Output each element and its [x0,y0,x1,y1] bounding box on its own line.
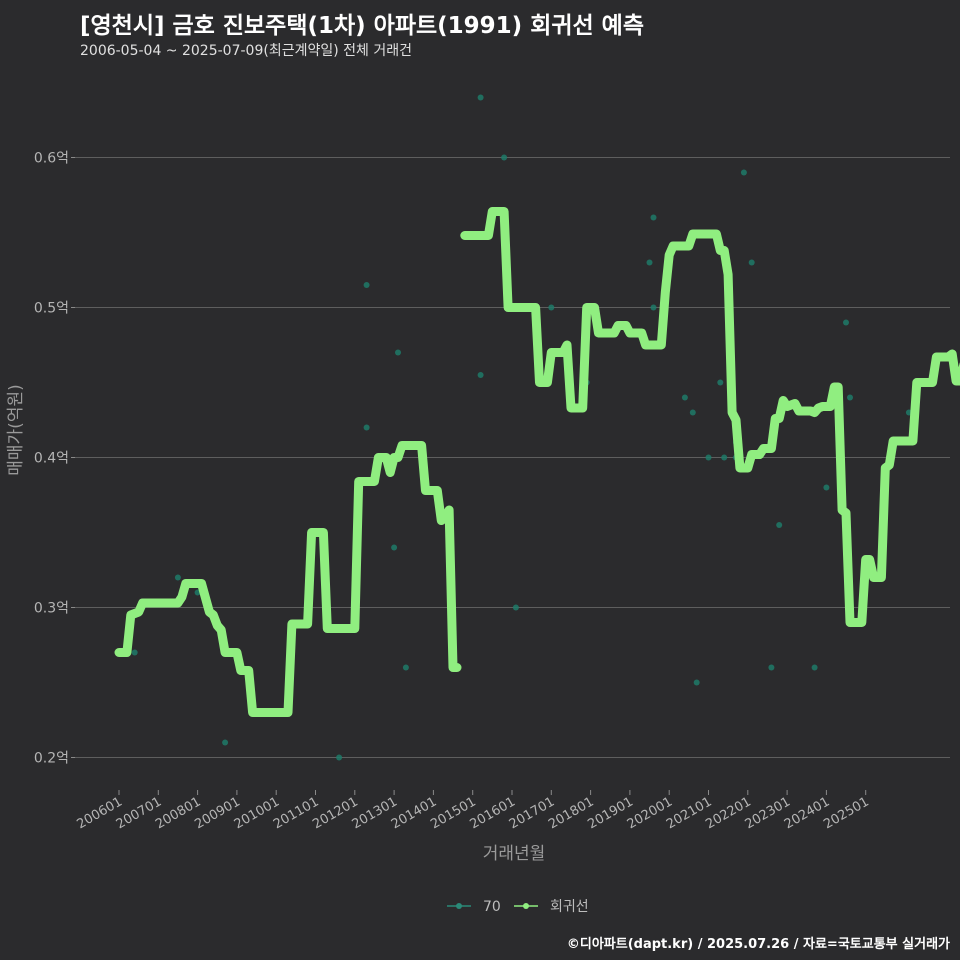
legend-item-line[interactable]: 회귀선 [514,899,589,915]
data-point [402,664,409,671]
data-point [131,649,138,656]
data-point [681,394,688,401]
chart-title: [영천시] 금호 진보주택(1차) 아파트(1991) 회귀선 예측 [80,13,645,39]
data-point [717,379,724,386]
y-tick-label: 0.3억 [34,601,69,617]
legend-label: 70 [483,899,501,915]
data-point [548,304,555,311]
data-point [391,544,398,551]
x-axis-title: 거래년월 [483,844,546,864]
data-point [512,604,519,611]
y-tick-label: 0.6억 [34,151,69,167]
regression-line-segment [114,441,462,717]
data-point [222,739,229,746]
data-point [768,664,775,671]
data-point [811,664,818,671]
x-axis: 2006012007012008012009012010012011012012… [75,790,872,832]
y-tick-label: 0.5억 [34,301,69,317]
data-point [501,154,508,161]
scatter-points [131,94,912,761]
data-point [689,409,696,416]
legend-label: 회귀선 [550,899,589,915]
legend[interactable]: 70 회귀선 [447,899,589,915]
y-axis-title: 매매가(억원) [6,384,26,475]
data-point [646,259,653,266]
x-tick-label: 202501 [821,794,871,832]
regression-line [114,207,960,717]
data-point [650,214,657,221]
data-point [721,454,728,461]
data-point [823,484,830,491]
data-point [477,94,484,101]
data-point [705,454,712,461]
footer-credit: ©디아파트(dapt.kr) / 2025.07.26 / 자료=국토교통부 실… [566,937,950,952]
data-point [693,679,700,686]
chart-subtitle: 2006-05-04 ~ 2025-07-09(최근계약일) 전체 거래건 [80,43,412,59]
y-axis: 0.2억 0.3억 0.4억 0.5억 0.6억 [34,151,75,767]
data-point [174,574,181,581]
data-point [847,394,853,401]
legend-swatch-point [456,903,462,909]
data-point [336,754,343,761]
data-point [395,349,401,356]
legend-item-points[interactable]: 70 [447,899,501,915]
data-point [477,372,484,378]
data-point [740,169,747,176]
regression-line-segment [460,207,960,627]
data-point [843,319,849,326]
data-point [748,259,755,266]
y-tick-label: 0.4억 [34,451,69,467]
legend-swatch-point [523,903,529,909]
data-point [363,424,370,431]
data-point [650,304,657,311]
y-tick-label: 0.2억 [34,751,69,767]
data-point [776,522,783,528]
grid-lines [75,157,950,758]
data-point [363,282,370,288]
